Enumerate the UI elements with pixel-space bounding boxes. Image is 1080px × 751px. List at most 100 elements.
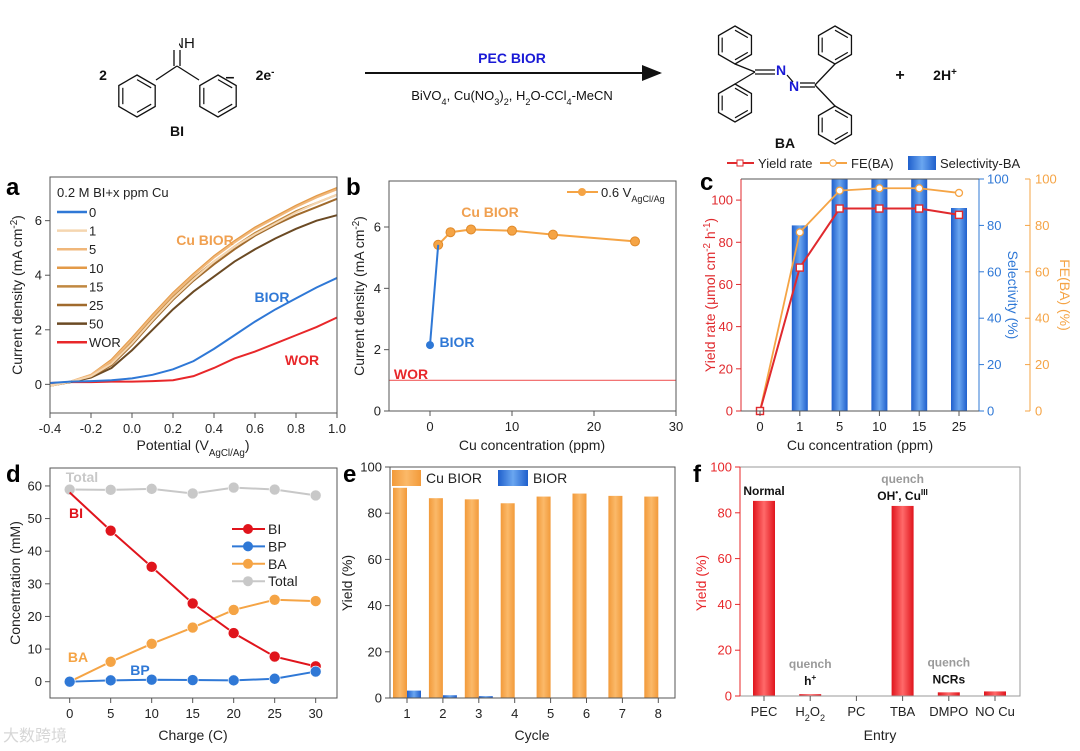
y-tick-label: 0 [35,674,42,689]
cu-bior-bar [608,495,623,698]
conditions-label-part: 2 [504,97,509,107]
panel-e: 0 20 40 60 80 100 1 2 3 4 5 6 7 8 Cu BIOR BIOR Cycle Yiel… [339,460,676,743]
x-tick-label: 1.0 [328,421,346,436]
legend-label: Total [268,573,298,589]
conditions-label-part: 3 [494,97,499,107]
x-tick-label: 25 [267,706,281,721]
x-tick-label: NO Cu [975,704,1015,719]
conditions-label-part: BiVO [411,88,441,103]
x-tick-label: 0 [66,706,73,721]
x-axis-label: Cycle [514,727,549,743]
data-point [507,225,517,236]
legend-label: BA [268,556,287,572]
ba-label: BA [775,135,795,151]
y-tick-label: 20 [719,361,733,376]
x-tick-label: TBA [890,704,916,719]
data-point [268,672,281,685]
y-tick-label: 0 [987,404,994,419]
selectivity-bar [831,179,848,411]
bior-bar [478,696,493,698]
y-tick-label: 40 [368,598,382,613]
y-axis-label-left: Yield rate (μmol cm-2 h-1) [702,218,719,372]
y-axis-label-left-part: -1 [702,223,713,232]
bond [176,65,200,81]
plot-frame [388,180,677,412]
coefficient: 2 [99,67,107,83]
data-point [309,489,322,502]
x-axis-label: Entry [864,727,897,743]
y-tick-label: 80 [368,506,382,521]
annotation: WOR [285,352,319,368]
data-point [104,524,117,537]
cu-bior-bar [572,493,587,698]
data-point [268,483,281,496]
y-tick-label: 2 [35,322,42,337]
y-tick-label: 0 [375,691,382,706]
x-tick-label: PEC [751,704,778,719]
legend-marker [243,558,253,569]
x-tick-label: 6 [583,706,590,721]
data-point [104,484,117,496]
y-axis-label-part: ) [351,216,367,221]
data-point [104,655,117,668]
y-tick-label: 20 [368,644,382,659]
x-tick-label: PC [847,704,865,719]
fe-point [795,228,804,237]
x-tick-label: 8 [655,706,662,721]
legend-label: Selectivity-BA [940,156,1021,171]
annotation: Total [66,469,98,485]
yield-rate-line [759,207,960,412]
x-tick-label-part: NO Cu [975,704,1015,719]
ring-double-bond [136,79,152,89]
y-axis-label-part: Current density (mA cm [351,230,367,376]
x-tick-label: 1 [403,706,410,721]
data-point [309,665,322,678]
annotation-label: NCRs [932,672,965,686]
ring-double-bond [136,103,152,113]
conditions-label-part: , H [509,88,526,103]
x-axis-label: Charge (C) [158,727,227,743]
legend-label: 25 [89,298,103,313]
yield-rate-point [835,204,844,213]
yield-bar [753,500,775,696]
y-tick-label: 0 [374,404,381,419]
x-tick-label: 20 [587,419,601,434]
x-tick-label: 0.8 [287,421,305,436]
data-point [630,236,640,247]
y-tick-label: 80 [718,505,732,520]
y-axis-label-fe: FE(BA) (%) [1057,259,1073,331]
annotation-label-part: III [921,487,928,497]
x-tick-label: 0 [426,419,433,434]
bior-bar [407,690,421,698]
bior-bar [442,695,457,698]
data-point [426,341,434,350]
bond [734,71,756,85]
data-point [186,597,199,610]
protons-label-part: 2H [933,67,951,83]
x-tick-label: 2 [439,706,446,721]
electrons-label-part: - [271,67,274,78]
conditions-label-part: 4 [567,97,572,107]
annotation-label: Normal [743,484,784,498]
x-axis-label-part: Potential (V [137,437,210,453]
data-point [227,604,240,616]
cu-bior-bar [644,496,659,698]
quench-label: quench [927,655,970,669]
y-tick-label: 60 [719,277,733,292]
conditions-label-part: ) [499,88,503,103]
y-tick-label: 30 [28,576,42,591]
x-tick-label: 0.0 [123,421,141,436]
plot-frame [389,466,676,699]
bi-label: BI [170,123,184,139]
electrons-label: 2e- [256,67,275,84]
annotation-label-part: Normal [743,484,784,498]
selectivity-bar [871,179,888,411]
data-point [63,675,76,688]
data-point [227,627,240,639]
ring-double-bond [734,87,749,97]
cu-bior-bar [536,496,551,698]
panel-letter: d [6,461,21,488]
x-tick-label-part: PEC [751,704,778,719]
